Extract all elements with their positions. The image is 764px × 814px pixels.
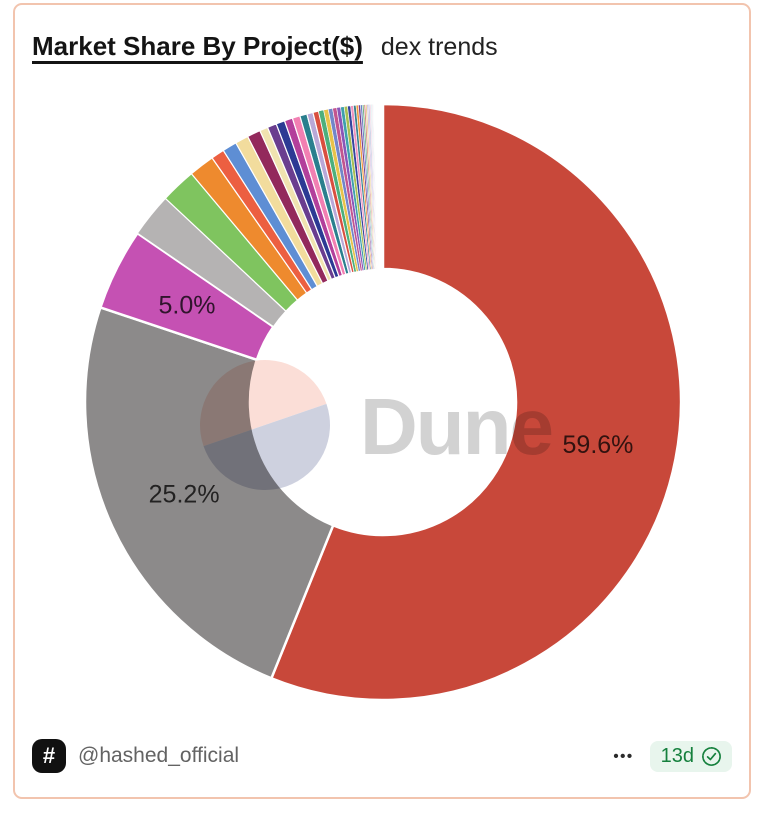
donut-slice[interactable] — [369, 103, 378, 270]
verified-check-icon — [702, 746, 721, 766]
slice-percent-label: 5.0% — [159, 291, 216, 319]
donut-slice[interactable] — [367, 103, 378, 270]
donut-slice[interactable] — [366, 104, 377, 270]
dune-watermark — [200, 360, 330, 490]
donut-slice[interactable] — [371, 103, 379, 270]
dune-logo-top-half-icon — [200, 360, 327, 447]
dune-logo-bottom-half-icon — [203, 403, 330, 490]
donut-slice[interactable] — [370, 103, 379, 270]
author[interactable]: # @hashed_official — [32, 739, 239, 773]
slice-percent-label: 59.6% — [563, 431, 634, 459]
card-header: Market Share By Project($) dex trends — [32, 31, 732, 62]
donut-slice[interactable] — [269, 102, 683, 702]
footer-actions: ••• 13d — [613, 740, 732, 772]
dune-watermark-text: Dune — [360, 382, 552, 471]
more-menu-button[interactable]: ••• — [613, 747, 634, 765]
age-badge[interactable]: 13d — [649, 740, 732, 772]
slice-percent-label: 25.2% — [149, 481, 220, 509]
chart-subtitle: dex trends — [380, 33, 498, 61]
donut-slice[interactable] — [372, 103, 380, 270]
donut-slices[interactable] — [83, 102, 683, 702]
dune-chart-card: Market Share By Project($) dex trends Du… — [13, 3, 751, 799]
age-text: 13d — [660, 744, 694, 767]
card-footer: # @hashed_official ••• 13d — [32, 737, 732, 775]
hashed-logo-icon: # — [32, 739, 66, 773]
chart-title-link[interactable]: Market Share By Project($) — [32, 31, 363, 61]
author-handle[interactable]: @hashed_official — [78, 744, 240, 767]
slice-percent-labels: 59.6% 25.2% 5.0% — [149, 291, 634, 508]
